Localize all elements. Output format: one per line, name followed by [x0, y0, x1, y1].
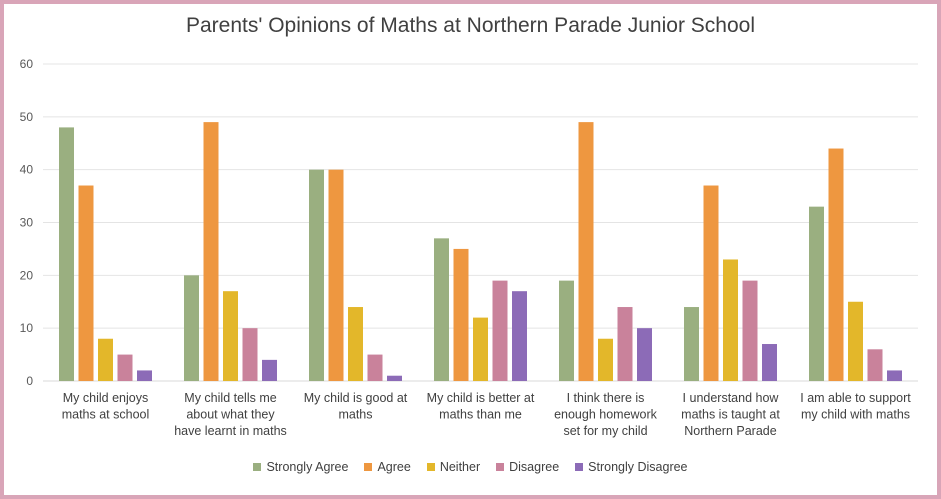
chart-title: Parents' Opinions of Maths at Northern P… [186, 14, 755, 37]
bar [367, 354, 383, 381]
bar [742, 280, 758, 381]
y-tick-label: 50 [20, 110, 34, 124]
bar [59, 127, 74, 382]
x-tick-label: I am able to support [800, 391, 911, 405]
bar [684, 307, 699, 381]
bar [348, 307, 363, 381]
x-tick-label: maths is taught at [681, 408, 780, 422]
legend-swatch [496, 463, 505, 471]
bar [512, 291, 527, 381]
bar [78, 185, 94, 381]
legend-label: Disagree [509, 460, 560, 474]
bar [453, 248, 469, 381]
bar [492, 280, 508, 381]
bar [242, 328, 258, 381]
y-tick-label: 60 [20, 57, 34, 71]
x-tick-label: My child is better at [427, 391, 535, 405]
y-tick-label: 40 [20, 163, 34, 177]
x-tick-label: about what they [186, 408, 275, 422]
x-tick-label: set for my child [563, 424, 647, 438]
legend-label: Strongly Agree [266, 460, 349, 474]
x-tick-label: have learnt in maths [174, 424, 287, 438]
bar [867, 349, 883, 381]
y-tick-label: 10 [20, 321, 34, 335]
legend-label: Strongly Disagree [588, 460, 688, 474]
legend-label: Agree [377, 460, 411, 474]
bar [184, 275, 199, 381]
bar [117, 354, 133, 381]
legend-swatch [575, 463, 584, 471]
x-tick-label: I think there is [567, 391, 645, 405]
x-tick-label: maths at school [62, 408, 150, 422]
bar [848, 301, 863, 381]
legend-swatch [364, 463, 373, 471]
legend-label: Neither [439, 460, 481, 474]
bar [637, 328, 652, 381]
bar [559, 280, 574, 381]
x-tick-label: Northern Parade [684, 424, 776, 438]
legend-item: Disagree [496, 460, 559, 474]
x-tick-label: maths [338, 408, 372, 422]
y-tick-label: 30 [20, 216, 34, 230]
x-tick-label: My child tells me [184, 391, 276, 405]
bar [98, 338, 113, 381]
legend-item: Neither [426, 460, 481, 474]
bar [578, 122, 594, 381]
x-tick-label: enough homework [554, 408, 658, 422]
legend-item: Agree [364, 460, 411, 474]
bar [828, 148, 844, 381]
bar [328, 169, 344, 381]
x-tick-label: My child is good at [304, 391, 408, 405]
bar [703, 185, 719, 381]
bar [309, 169, 324, 381]
y-tick-label: 0 [26, 374, 33, 388]
bar [473, 317, 488, 381]
bar [617, 307, 633, 381]
y-tick-label: 20 [20, 268, 34, 282]
bar [434, 238, 449, 381]
x-tick-label: maths than me [439, 408, 522, 422]
x-tick-label: my child with maths [801, 408, 910, 422]
bar [137, 370, 152, 381]
legend-item: Strongly Disagree [575, 460, 688, 474]
bar [598, 338, 613, 381]
bar [887, 370, 902, 381]
bar [203, 122, 219, 381]
legend-swatch [253, 463, 262, 471]
bar [262, 359, 277, 381]
bar [762, 344, 777, 381]
bar [723, 259, 738, 381]
bar [809, 206, 824, 381]
legend-item: Strongly Agree [253, 460, 348, 474]
bar [387, 375, 402, 381]
chart-legend: Strongly Agree Agree Neither Disagree Strong… [0, 460, 941, 474]
legend-swatch [426, 463, 435, 471]
bar [223, 291, 238, 381]
x-tick-label: I understand how [683, 391, 780, 405]
x-tick-label: My child enjoys [63, 391, 148, 405]
